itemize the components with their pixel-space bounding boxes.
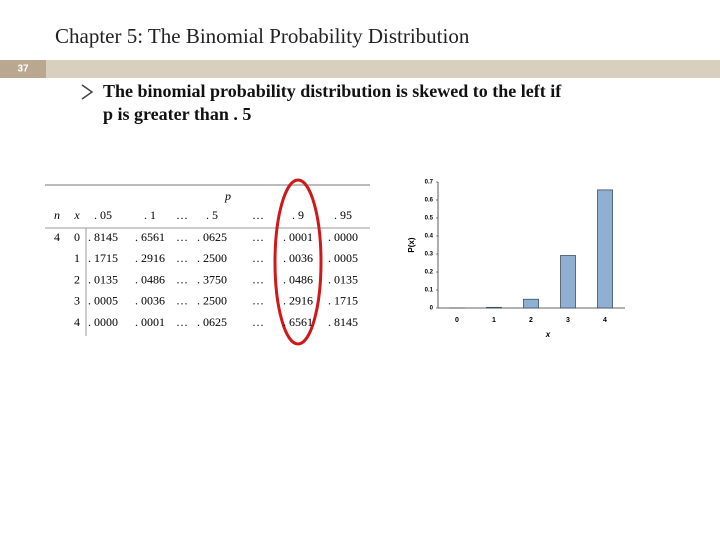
- table-cell: . 6561: [283, 315, 313, 329]
- table-cell: 3: [74, 294, 80, 308]
- y-axis-label: P(x): [407, 237, 416, 252]
- table-cell: …: [252, 230, 264, 244]
- bar: [597, 189, 613, 309]
- table-cell: . 8145: [88, 230, 118, 244]
- x-tick-label: 3: [566, 317, 570, 324]
- table-cell: 0: [74, 230, 80, 244]
- x-tick-label: 2: [529, 317, 533, 324]
- table-cell: …: [176, 315, 188, 329]
- y-tick-label: 0.2: [425, 270, 434, 276]
- table-cell: 1: [74, 251, 80, 265]
- table-cell: . 0005: [328, 251, 358, 265]
- y-tick-label: 0.4: [425, 234, 434, 240]
- table-cell: . 2500: [197, 294, 227, 308]
- y-tick-label: 0.5: [425, 216, 434, 222]
- table-cell: . 0001: [283, 230, 313, 244]
- slide-title: Chapter 5: The Binomial Probability Dist…: [55, 24, 470, 48]
- table-cell: …: [176, 272, 188, 286]
- table-cell: . 8145: [328, 315, 358, 329]
- table-cell: . 0000: [328, 230, 358, 244]
- x-tick-label: 0: [455, 317, 459, 324]
- bullet-arrow: [81, 84, 94, 100]
- y-tick-label: 0.3: [425, 252, 434, 258]
- table-cell: . 9: [292, 208, 304, 222]
- bar: [560, 255, 576, 309]
- x-tick-label: 1: [492, 317, 496, 324]
- y-tick-label: 0.6: [425, 198, 434, 204]
- table-cell: . 1: [144, 208, 156, 222]
- table-cell: . 0625: [197, 315, 227, 329]
- y-tick-label: 0: [430, 306, 434, 312]
- table-cell: …: [252, 272, 264, 286]
- bullet-text: The binomial probability distribution is…: [103, 81, 562, 101]
- table-cell: 4: [74, 315, 80, 329]
- table-cell: . 1715: [88, 251, 118, 265]
- table-cell: . 2916: [283, 294, 313, 308]
- y-tick-label: 0.7: [425, 180, 434, 186]
- table-cell: 2: [74, 272, 80, 286]
- table-cell: . 2500: [197, 251, 227, 265]
- bar: [486, 306, 502, 309]
- table-cell: . 3750: [197, 272, 227, 286]
- table-cell: . 0486: [283, 272, 313, 286]
- table-cell: . 05: [94, 208, 112, 222]
- x-tick-label: 4: [603, 317, 607, 324]
- table-header: p: [224, 189, 231, 203]
- y-tick-label: 0.1: [425, 288, 434, 294]
- table-cell: . 0036: [283, 251, 313, 265]
- table-cell: . 2916: [135, 251, 165, 265]
- table-cell: . 0135: [328, 272, 358, 286]
- table-cell: …: [252, 294, 264, 308]
- table-cell: …: [252, 251, 264, 265]
- bar: [523, 298, 539, 309]
- table-cell: …: [176, 208, 188, 222]
- table-cell: …: [252, 315, 264, 329]
- bullet-text: p is greater than . 5: [103, 104, 251, 124]
- table-cell: 4: [54, 230, 60, 244]
- table-cell: . 0486: [135, 272, 165, 286]
- table-cell: . 0135: [88, 272, 118, 286]
- table-cell: . 1715: [328, 294, 358, 308]
- table-cell: n: [54, 208, 60, 222]
- highlight-ellipse: [273, 178, 323, 346]
- title-bar: [0, 60, 720, 78]
- table-cell: …: [176, 251, 188, 265]
- table-cell: . 95: [334, 208, 352, 222]
- table-cell: . 0036: [135, 294, 165, 308]
- table-cell: . 0001: [135, 315, 165, 329]
- table-cell: …: [176, 230, 188, 244]
- x-axis-label: x: [545, 330, 551, 339]
- table-cell: x: [73, 208, 80, 222]
- table-cell: . 0005: [88, 294, 118, 308]
- table-cell: . 6561: [135, 230, 165, 244]
- slide-number: 37: [17, 64, 29, 75]
- table-cell: …: [252, 208, 264, 222]
- slide-number-box: [0, 60, 46, 78]
- table-cell: . 0625: [197, 230, 227, 244]
- table-cell: . 5: [206, 208, 218, 222]
- table-cell: …: [176, 294, 188, 308]
- table-cell: . 0000: [88, 315, 118, 329]
